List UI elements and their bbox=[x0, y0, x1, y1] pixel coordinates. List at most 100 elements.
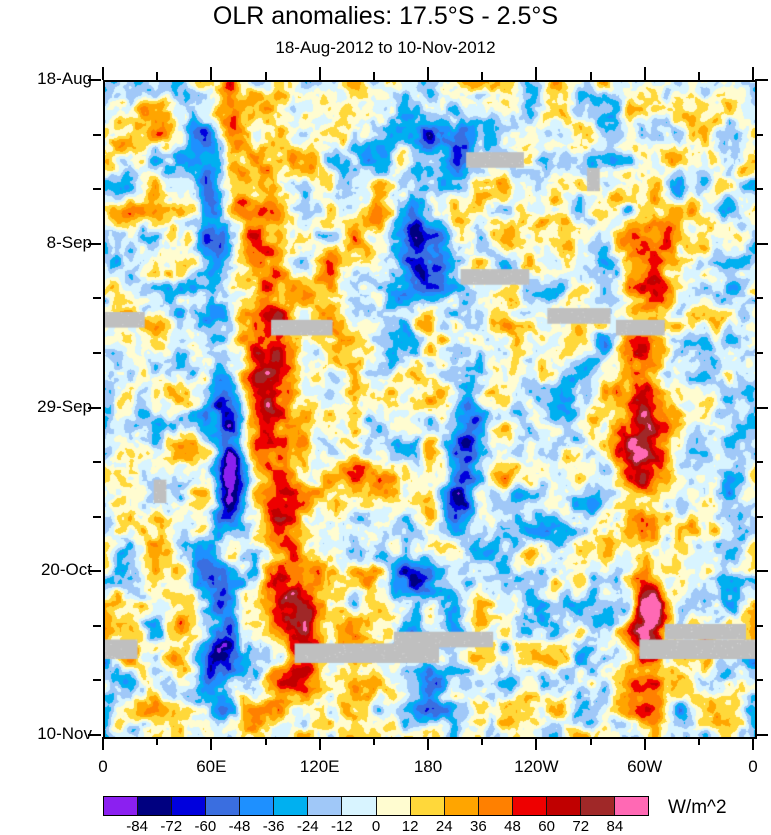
y-axis-label: 8-Sep bbox=[46, 232, 92, 252]
colorbar-tick-label: 60 bbox=[538, 818, 555, 835]
x-axis-label: 0 bbox=[98, 757, 108, 776]
plot-area bbox=[103, 80, 757, 739]
x-tick-major bbox=[210, 737, 213, 750]
x-tick-major-top bbox=[102, 67, 104, 80]
colorbar-swatch bbox=[206, 797, 241, 815]
y-tick-major bbox=[88, 570, 101, 573]
y-tick-major-right bbox=[755, 734, 768, 736]
x-tick-major bbox=[643, 737, 646, 750]
y-tick-minor-right bbox=[755, 351, 763, 354]
y-tick-major bbox=[88, 242, 101, 245]
colorbar-swatch bbox=[104, 797, 139, 815]
x-tick-minor-top bbox=[156, 72, 159, 80]
colorbar-swatch bbox=[240, 797, 275, 815]
x-axis-label: 180 bbox=[413, 757, 443, 776]
y-tick-minor bbox=[93, 351, 101, 354]
colorbar-tick-label: 72 bbox=[572, 818, 590, 835]
x-tick-minor bbox=[697, 737, 700, 745]
y-tick-major-right bbox=[755, 79, 768, 81]
figure-subtitle: 18-Aug-2012 to 10-Nov-2012 bbox=[275, 38, 496, 57]
x-axis-label: 120W bbox=[514, 757, 559, 776]
x-tick-major bbox=[535, 737, 538, 750]
colorbar bbox=[103, 796, 649, 816]
colorbar-units-label: W/m^2 bbox=[668, 797, 727, 818]
colorbar-tick-label: -36 bbox=[262, 818, 285, 835]
colorbar-swatch bbox=[410, 797, 445, 815]
x-axis-label: 60E bbox=[196, 757, 227, 776]
colorbar-swatch bbox=[308, 797, 343, 815]
y-tick-minor-right bbox=[755, 624, 763, 627]
y-tick-major bbox=[88, 79, 101, 81]
colorbar-swatches bbox=[103, 796, 649, 816]
x-tick-minor-top bbox=[372, 72, 375, 80]
y-tick-major-right bbox=[755, 406, 768, 409]
x-tick-major-top bbox=[535, 67, 538, 80]
y-tick-minor-right bbox=[755, 679, 763, 682]
x-tick-minor-top bbox=[481, 72, 484, 80]
colorbar-tick-label: 12 bbox=[401, 818, 419, 835]
y-tick-minor-right bbox=[755, 297, 763, 300]
y-axis-label: 29-Sep bbox=[37, 396, 92, 416]
colorbar-swatch bbox=[138, 797, 173, 815]
colorbar-tick-label: -84 bbox=[126, 818, 148, 835]
x-tick-major bbox=[102, 737, 104, 750]
y-tick-minor bbox=[93, 297, 101, 300]
colorbar-tick-label: -60 bbox=[194, 818, 217, 835]
colorbar-swatch bbox=[478, 797, 513, 815]
y-axis-label: 18-Aug bbox=[37, 69, 92, 88]
y-axis-label: 20-Oct bbox=[40, 560, 92, 580]
x-tick-major bbox=[427, 737, 429, 750]
x-tick-minor-top bbox=[589, 72, 592, 80]
colorbar-tick-label: -72 bbox=[160, 818, 183, 835]
colorbar-swatch bbox=[546, 797, 581, 815]
colorbar-tick-label: -48 bbox=[228, 818, 251, 835]
colorbar-swatch bbox=[172, 797, 207, 815]
x-axis-label: 0 bbox=[748, 757, 758, 776]
x-tick-major bbox=[318, 737, 321, 750]
colorbar-swatch bbox=[512, 797, 547, 815]
y-tick-minor-right bbox=[755, 188, 763, 191]
colorbar-tick-label: 48 bbox=[504, 818, 521, 835]
x-tick-major bbox=[752, 737, 754, 750]
x-tick-minor bbox=[589, 737, 592, 745]
y-tick-minor-right bbox=[755, 461, 763, 464]
x-tick-major-top bbox=[318, 67, 321, 80]
y-tick-major bbox=[88, 734, 101, 736]
x-tick-major-top bbox=[427, 67, 429, 80]
x-tick-minor bbox=[481, 737, 484, 745]
colorbar-swatch bbox=[444, 797, 479, 815]
x-tick-minor bbox=[156, 737, 159, 745]
page-title: OLR anomalies: 17.5°S - 2.5°S bbox=[212, 2, 559, 30]
x-tick-major-top bbox=[210, 67, 213, 80]
x-tick-minor-top bbox=[264, 72, 267, 80]
y-tick-major bbox=[88, 406, 101, 409]
x-tick-minor bbox=[372, 737, 375, 745]
y-axis-label: 10-Nov bbox=[37, 724, 92, 743]
colorbar-tick-label: 24 bbox=[435, 818, 453, 835]
y-tick-major-right bbox=[755, 570, 768, 573]
x-tick-major-top bbox=[643, 67, 646, 80]
y-tick-minor bbox=[93, 188, 101, 191]
colorbar-tick-label: 0 bbox=[371, 818, 381, 835]
y-tick-major-right bbox=[755, 242, 768, 245]
y-tick-minor-right bbox=[755, 515, 763, 518]
y-tick-minor bbox=[93, 515, 101, 518]
colorbar-swatch bbox=[580, 797, 615, 815]
y-tick-minor-right bbox=[755, 133, 763, 136]
y-tick-minor bbox=[93, 624, 101, 627]
colorbar-tick-label: 84 bbox=[606, 818, 624, 835]
y-tick-minor bbox=[93, 133, 101, 136]
colorbar-tick-label: 36 bbox=[470, 818, 487, 835]
colorbar-swatch bbox=[376, 797, 411, 815]
x-axis-label: 120E bbox=[299, 757, 340, 776]
olr-anomaly-field bbox=[105, 82, 755, 737]
x-tick-minor-top bbox=[697, 72, 700, 80]
colorbar-tick-label: -12 bbox=[331, 818, 353, 835]
x-tick-major-top bbox=[752, 67, 754, 80]
y-tick-minor bbox=[93, 679, 101, 682]
colorbar-tick-label: -24 bbox=[296, 818, 319, 835]
x-axis-label: 60W bbox=[627, 757, 663, 776]
colorbar-swatch bbox=[274, 797, 309, 815]
colorbar-swatch bbox=[614, 797, 648, 815]
